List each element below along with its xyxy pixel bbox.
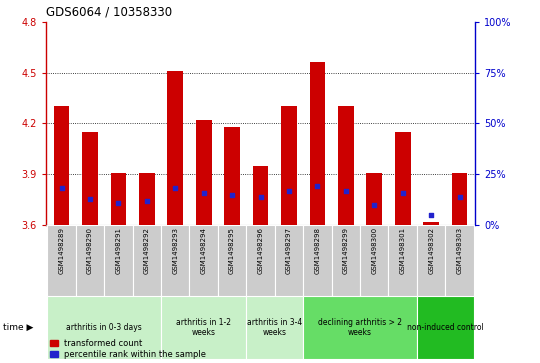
Bar — [139, 172, 154, 225]
FancyBboxPatch shape — [218, 225, 246, 296]
Text: GSM1498291: GSM1498291 — [116, 227, 122, 274]
FancyBboxPatch shape — [246, 225, 275, 296]
Bar — [417, 296, 474, 359]
Bar — [395, 132, 410, 225]
Text: GSM1498293: GSM1498293 — [172, 227, 178, 274]
FancyBboxPatch shape — [275, 225, 303, 296]
Bar — [53, 106, 69, 225]
Text: declining arthritis > 2
weeks: declining arthritis > 2 weeks — [318, 318, 402, 337]
Point — [57, 185, 66, 191]
Text: arthritis in 1-2
weeks: arthritis in 1-2 weeks — [176, 318, 231, 337]
Bar — [48, 296, 161, 359]
Point — [171, 185, 180, 191]
Text: arthritis in 0-3 days: arthritis in 0-3 days — [66, 323, 142, 332]
Text: GSM1498301: GSM1498301 — [400, 227, 406, 274]
FancyBboxPatch shape — [332, 225, 360, 296]
FancyBboxPatch shape — [360, 225, 388, 296]
Point — [455, 194, 464, 200]
Bar — [452, 172, 468, 225]
Point — [370, 202, 379, 208]
FancyBboxPatch shape — [417, 225, 445, 296]
Point — [285, 188, 293, 193]
Text: non-induced control: non-induced control — [407, 323, 484, 332]
FancyBboxPatch shape — [388, 225, 417, 296]
Bar — [338, 106, 354, 225]
Text: GSM1498289: GSM1498289 — [58, 227, 65, 274]
Bar — [161, 296, 246, 359]
Text: time ▶: time ▶ — [3, 323, 33, 332]
Bar — [423, 222, 439, 225]
Point — [341, 188, 350, 193]
Text: GSM1498302: GSM1498302 — [428, 227, 434, 274]
Point — [114, 200, 123, 205]
Point — [143, 198, 151, 204]
Text: GSM1498299: GSM1498299 — [343, 227, 349, 274]
Point — [199, 189, 208, 195]
FancyBboxPatch shape — [104, 225, 133, 296]
Point — [228, 192, 237, 197]
Text: GSM1498294: GSM1498294 — [201, 227, 207, 274]
Text: GSM1498296: GSM1498296 — [258, 227, 264, 274]
Text: GSM1498295: GSM1498295 — [229, 227, 235, 274]
FancyBboxPatch shape — [303, 225, 332, 296]
Text: GSM1498298: GSM1498298 — [314, 227, 320, 274]
FancyBboxPatch shape — [161, 225, 190, 296]
Point — [256, 194, 265, 200]
Bar — [309, 62, 325, 225]
Bar — [167, 71, 183, 225]
Bar — [82, 132, 98, 225]
Text: GSM1498297: GSM1498297 — [286, 227, 292, 274]
FancyBboxPatch shape — [133, 225, 161, 296]
Bar — [196, 120, 212, 225]
Bar — [367, 172, 382, 225]
Text: GDS6064 / 10358330: GDS6064 / 10358330 — [46, 5, 172, 18]
Bar — [253, 166, 268, 225]
Text: GSM1498290: GSM1498290 — [87, 227, 93, 274]
Bar — [303, 296, 417, 359]
Text: GSM1498303: GSM1498303 — [456, 227, 463, 274]
Point — [399, 189, 407, 195]
Point — [86, 196, 94, 201]
Point — [313, 184, 322, 189]
Point — [427, 212, 435, 218]
FancyBboxPatch shape — [446, 225, 474, 296]
Text: GSM1498300: GSM1498300 — [372, 227, 377, 274]
Text: GSM1498292: GSM1498292 — [144, 227, 150, 274]
Bar — [224, 127, 240, 225]
Bar — [281, 106, 297, 225]
FancyBboxPatch shape — [76, 225, 104, 296]
Legend: transformed count, percentile rank within the sample: transformed count, percentile rank withi… — [50, 339, 206, 359]
FancyBboxPatch shape — [48, 225, 76, 296]
FancyBboxPatch shape — [190, 225, 218, 296]
Bar — [246, 296, 303, 359]
Bar — [111, 172, 126, 225]
Text: arthritis in 3-4
weeks: arthritis in 3-4 weeks — [247, 318, 302, 337]
